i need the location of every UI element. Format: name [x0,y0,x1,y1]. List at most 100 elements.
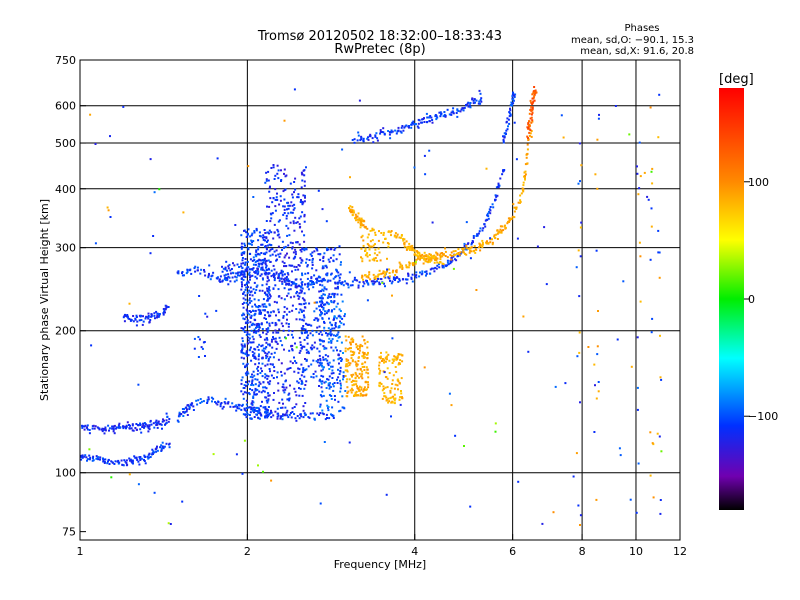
data-point [321,412,324,415]
data-point [285,279,288,282]
data-point [264,416,267,419]
data-point [327,364,330,367]
data-point [408,264,411,267]
chart-title: Tromsø 20120502 18:32:00–18:33:43 [257,29,502,44]
data-point [251,382,253,385]
data-point [160,444,163,447]
data-point [83,455,86,458]
data-point [248,414,251,416]
data-point [527,139,530,141]
data-point [303,249,306,252]
data-point [398,261,401,264]
data-point [342,375,345,377]
data-point [291,196,294,199]
data-point [327,409,330,412]
data-point [305,351,308,354]
data-point [248,349,251,352]
data-point [520,192,523,195]
data-point [430,116,433,119]
data-point [358,349,361,352]
data-point [298,394,301,397]
data-point [166,415,169,418]
data-point [285,386,288,389]
data-point [253,352,256,355]
data-point [318,280,320,283]
data-point [318,296,321,299]
data-point [465,248,468,251]
data-point [319,330,322,333]
data-point [258,289,261,292]
data-point [579,255,582,258]
data-point [251,259,254,262]
data-point [252,409,254,411]
data-point [382,234,385,236]
data-point [143,422,146,424]
data-point [320,305,323,307]
data-point [186,268,189,271]
data-point [361,275,364,278]
data-point [274,340,277,343]
data-point [276,342,279,345]
data-point [291,264,294,267]
data-point [578,295,581,298]
data-point [153,491,156,494]
data-point [643,171,646,174]
data-point [419,258,421,261]
data-point [266,239,269,242]
data-point [330,323,333,326]
data-point [178,411,181,414]
data-point [361,394,364,397]
data-point [295,361,298,364]
data-point [242,362,245,365]
data-point [253,328,256,331]
data-point [446,256,449,259]
data-point [341,317,344,320]
data-point [450,251,453,254]
data-point [339,366,342,369]
data-point [346,386,349,389]
data-point [272,336,274,339]
data-point [304,306,307,309]
data-point [340,384,342,387]
data-point [302,194,305,197]
data-point [411,122,414,125]
data-point [207,396,210,399]
data-point [243,272,246,275]
data-point [270,479,273,482]
data-point [302,416,305,419]
data-point [330,398,333,400]
data-point [272,166,275,169]
data-point [180,413,183,415]
data-point [254,409,257,412]
data-point [272,264,275,267]
data-point [264,386,267,389]
data-point [524,178,526,181]
data-point [278,236,281,239]
data-point [359,226,362,229]
data-point [396,355,399,358]
data-point [388,275,391,278]
data-point [321,297,324,300]
data-point [339,370,342,373]
data-point [103,462,106,464]
data-point [245,236,248,238]
data-point [575,452,578,455]
data-point [368,273,371,276]
data-point [513,210,516,213]
data-point [328,260,331,263]
data-point [363,365,366,368]
data-point [282,213,285,216]
data-point [421,121,424,124]
data-point [302,309,305,312]
data-point [355,216,358,219]
data-point [258,408,261,411]
data-point [360,256,362,259]
data-point [331,383,334,386]
data-point [345,360,348,362]
data-point [524,175,526,177]
data-point [328,361,331,364]
data-point [84,424,87,427]
data-point [257,308,260,311]
data-point [384,386,387,389]
data-point [352,211,355,214]
